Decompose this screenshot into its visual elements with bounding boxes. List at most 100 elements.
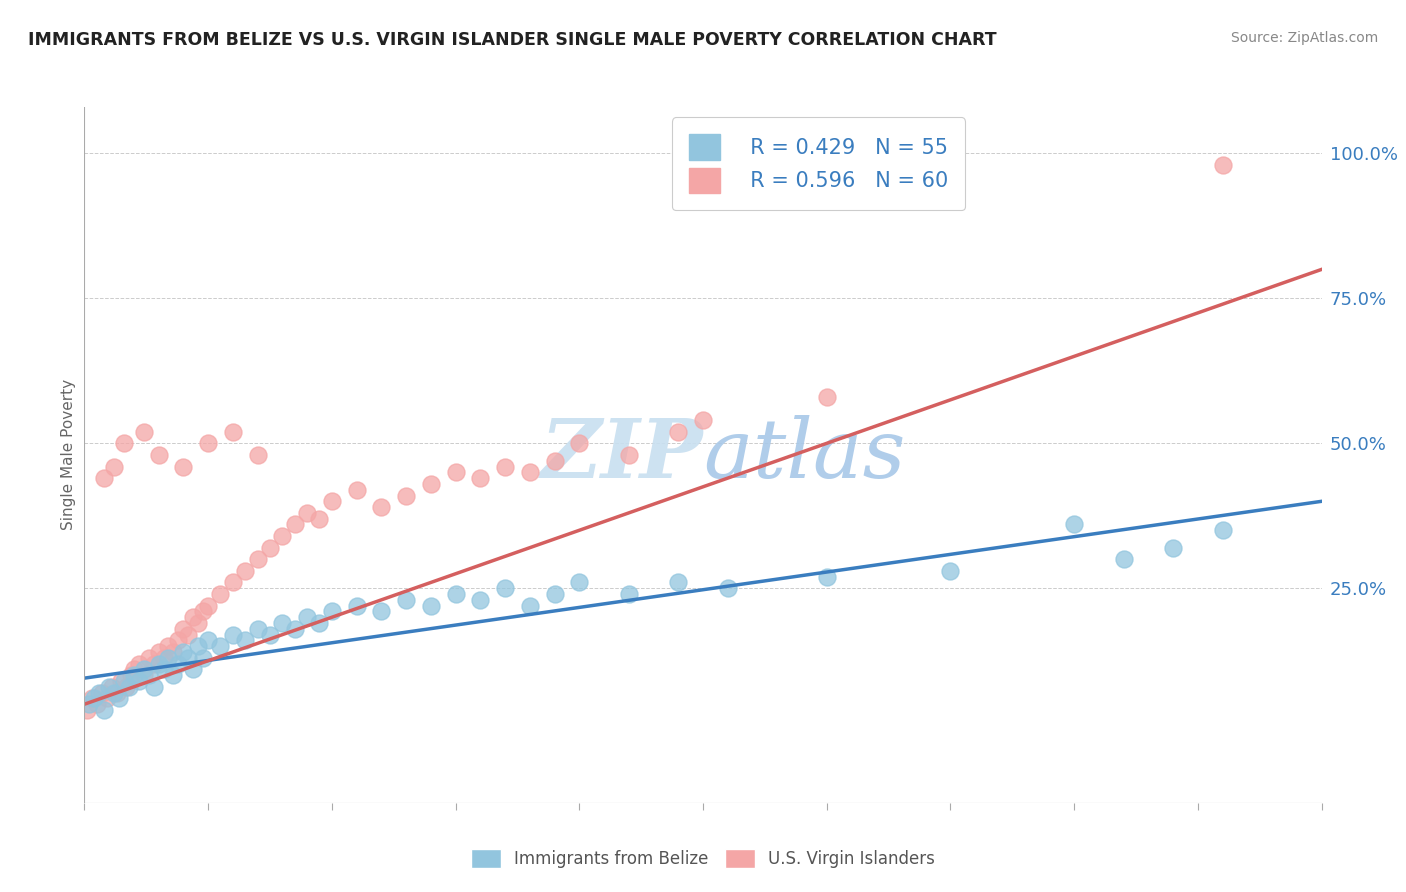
Point xyxy=(162,645,184,659)
Point xyxy=(209,639,232,653)
Point xyxy=(617,587,640,601)
Point xyxy=(128,657,150,671)
Point xyxy=(666,575,689,590)
Point xyxy=(100,680,122,694)
Point xyxy=(370,500,392,514)
Point xyxy=(132,425,155,439)
Y-axis label: Single Male Poverty: Single Male Poverty xyxy=(60,379,76,531)
Point xyxy=(295,506,318,520)
Point xyxy=(152,662,174,676)
Point xyxy=(321,605,343,619)
Point xyxy=(128,674,150,689)
Point xyxy=(419,599,441,613)
Point xyxy=(79,698,101,712)
Point xyxy=(103,685,125,699)
Point xyxy=(89,685,111,699)
Point xyxy=(148,657,170,671)
Point xyxy=(157,639,180,653)
Point xyxy=(181,610,204,624)
Point xyxy=(308,615,330,630)
Point xyxy=(395,489,418,503)
Point xyxy=(666,425,689,439)
Point xyxy=(1112,552,1135,566)
Point xyxy=(222,575,245,590)
Text: IMMIGRANTS FROM BELIZE VS U.S. VIRGIN ISLANDER SINGLE MALE POVERTY CORRELATION C: IMMIGRANTS FROM BELIZE VS U.S. VIRGIN IS… xyxy=(28,31,997,49)
Point xyxy=(1063,517,1085,532)
Point xyxy=(76,703,98,717)
Point xyxy=(181,662,204,676)
Point xyxy=(259,541,281,555)
Point xyxy=(138,651,160,665)
Point xyxy=(197,599,219,613)
Legend: Immigrants from Belize, U.S. Virgin Islanders: Immigrants from Belize, U.S. Virgin Isla… xyxy=(464,842,942,875)
Point xyxy=(444,466,467,480)
Point xyxy=(96,691,118,706)
Point xyxy=(105,685,128,699)
Point xyxy=(122,668,145,682)
Point xyxy=(815,390,838,404)
Point xyxy=(470,592,492,607)
Point xyxy=(187,615,209,630)
Point xyxy=(284,517,307,532)
Point xyxy=(246,448,269,462)
Text: atlas: atlas xyxy=(703,415,905,495)
Point xyxy=(103,459,125,474)
Point xyxy=(110,674,132,689)
Point xyxy=(187,639,209,653)
Point xyxy=(470,471,492,485)
Point xyxy=(112,674,135,689)
Point xyxy=(346,483,368,497)
Point xyxy=(191,651,214,665)
Point xyxy=(177,651,200,665)
Point xyxy=(1161,541,1184,555)
Point xyxy=(395,592,418,607)
Point xyxy=(172,645,194,659)
Point xyxy=(209,587,232,601)
Point xyxy=(233,564,256,578)
Point xyxy=(321,494,343,508)
Point xyxy=(138,668,160,682)
Point xyxy=(142,680,165,694)
Point xyxy=(152,651,174,665)
Legend:   R = 0.429   N = 55,   R = 0.596   N = 60: R = 0.429 N = 55, R = 0.596 N = 60 xyxy=(672,118,965,210)
Text: Source: ZipAtlas.com: Source: ZipAtlas.com xyxy=(1230,31,1378,45)
Point xyxy=(148,645,170,659)
Point xyxy=(259,628,281,642)
Point xyxy=(115,680,138,694)
Point xyxy=(519,599,541,613)
Point xyxy=(122,662,145,676)
Point xyxy=(308,511,330,525)
Point xyxy=(617,448,640,462)
Point xyxy=(118,680,141,694)
Point xyxy=(177,628,200,642)
Point xyxy=(120,668,142,682)
Point xyxy=(271,615,294,630)
Point xyxy=(132,662,155,676)
Point xyxy=(295,610,318,624)
Point xyxy=(108,691,131,706)
Point xyxy=(93,471,115,485)
Point xyxy=(80,691,103,706)
Point xyxy=(543,587,565,601)
Point xyxy=(246,552,269,566)
Point xyxy=(93,703,115,717)
Point xyxy=(494,582,516,596)
Point xyxy=(197,633,219,648)
Point xyxy=(1212,158,1234,172)
Point xyxy=(543,453,565,467)
Point xyxy=(519,466,541,480)
Point xyxy=(172,622,194,636)
Text: ZIP: ZIP xyxy=(540,415,703,495)
Point xyxy=(132,668,155,682)
Point xyxy=(86,698,108,712)
Point xyxy=(172,459,194,474)
Point xyxy=(197,436,219,450)
Point xyxy=(346,599,368,613)
Point xyxy=(222,628,245,642)
Point xyxy=(568,436,591,450)
Point xyxy=(191,605,214,619)
Point xyxy=(494,459,516,474)
Point xyxy=(284,622,307,636)
Point xyxy=(246,622,269,636)
Point xyxy=(90,685,112,699)
